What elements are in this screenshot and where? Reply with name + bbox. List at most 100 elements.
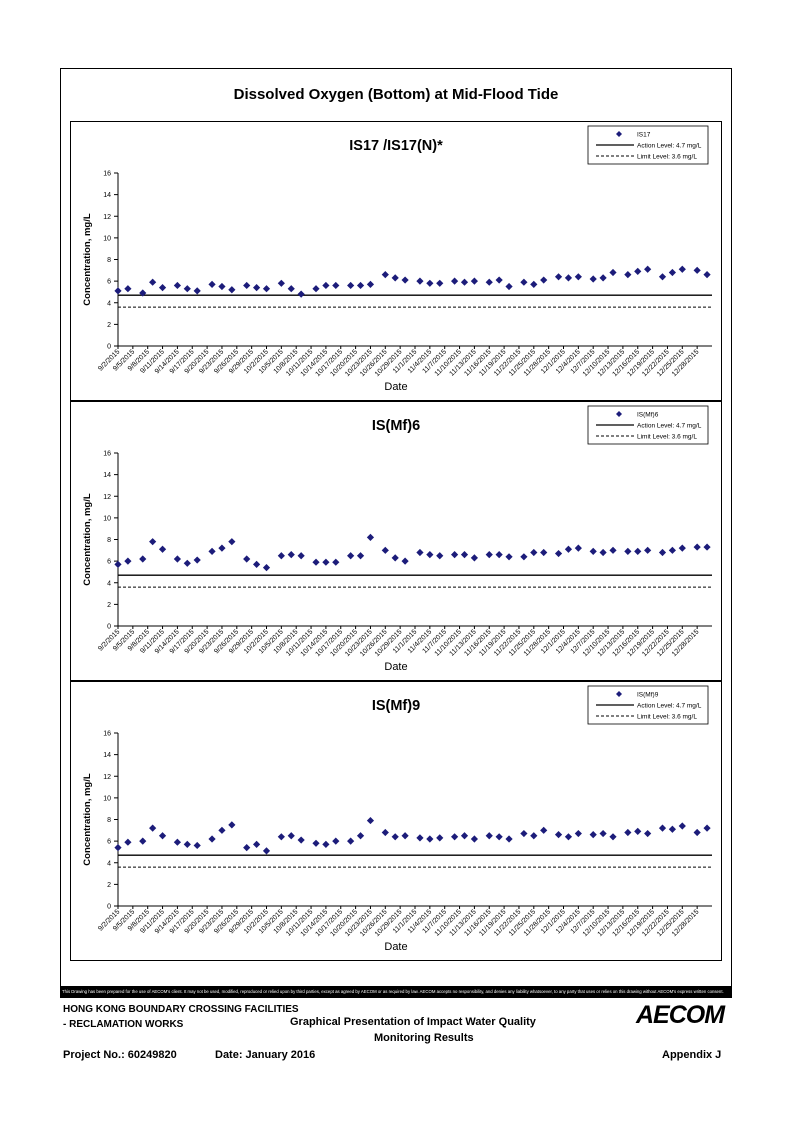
data-point <box>416 277 424 285</box>
data-point <box>485 832 493 840</box>
chart-title: IS(Mf)9 <box>372 698 420 714</box>
data-point <box>505 282 513 291</box>
data-point <box>287 285 295 293</box>
data-point <box>347 281 355 290</box>
data-point <box>312 285 320 293</box>
appendix-label: Appendix J <box>662 1049 722 1061</box>
legend-label-series: IS17 <box>637 132 651 139</box>
data-point <box>634 827 642 835</box>
data-point <box>347 837 355 845</box>
data-point <box>193 841 201 850</box>
data-point <box>287 832 295 840</box>
data-point <box>426 835 434 843</box>
data-point <box>554 273 563 281</box>
data-point <box>574 544 582 552</box>
data-point <box>644 546 652 554</box>
y-tick-label: 6 <box>107 839 111 846</box>
data-point <box>228 821 236 829</box>
data-point <box>460 278 469 286</box>
data-point <box>322 840 330 848</box>
y-tick-label: 8 <box>107 257 111 264</box>
data-point <box>381 271 389 279</box>
data-point <box>436 552 444 560</box>
data-point <box>262 847 271 855</box>
legend-label-action: Action Level: 4.7 mg/L <box>637 703 702 710</box>
data-point <box>658 273 667 281</box>
data-point <box>158 545 167 553</box>
drawing-date: Date: January 2016 <box>215 1049 316 1061</box>
y-tick-label: 14 <box>103 752 111 759</box>
data-point <box>644 265 652 273</box>
data-point <box>356 552 365 560</box>
data-point <box>624 547 632 555</box>
drawing-title-line2: Monitoring Results <box>374 1032 474 1044</box>
y-tick-label: 10 <box>103 235 111 242</box>
y-tick-label: 10 <box>103 515 111 522</box>
y-tick-label: 2 <box>107 322 111 329</box>
legend-marker <box>616 411 622 417</box>
data-point <box>158 284 167 292</box>
data-point <box>149 278 157 286</box>
chart-panel-2: IS(Mf)602468101214169/2/20159/5/20159/8/… <box>70 401 722 681</box>
data-point <box>609 833 617 841</box>
y-tick-label: 16 <box>103 731 111 738</box>
data-point <box>124 838 132 846</box>
data-point <box>520 278 528 286</box>
data-point <box>485 551 493 559</box>
data-point <box>634 267 642 275</box>
y-tick-label: 12 <box>103 774 111 781</box>
data-point <box>243 281 251 290</box>
data-point <box>624 271 632 279</box>
data-point <box>574 273 582 281</box>
data-point <box>287 551 295 559</box>
legend-marker <box>616 131 622 137</box>
data-point <box>668 546 676 554</box>
data-point <box>208 547 216 555</box>
y-tick-label: 12 <box>103 214 111 221</box>
data-point <box>495 276 503 284</box>
data-point <box>381 546 389 554</box>
legend-label-limit: Limit Level: 3.6 mg/L <box>637 154 697 161</box>
y-tick-label: 6 <box>107 559 111 566</box>
data-point <box>668 825 676 833</box>
data-point <box>401 557 409 565</box>
chart-title: IS(Mf)6 <box>372 418 420 434</box>
data-point <box>218 826 226 834</box>
y-axis-title: Concentration, mg/L <box>82 493 93 586</box>
data-point <box>589 547 597 555</box>
data-point <box>262 285 271 293</box>
chart-title: IS17 /IS17(N)* <box>349 138 443 154</box>
y-axis-title: Concentration, mg/L <box>82 773 93 866</box>
data-point <box>574 829 582 838</box>
chart-panel-1: IS17 /IS17(N)*02468101214169/2/20159/5/2… <box>70 121 722 401</box>
data-point <box>703 271 711 279</box>
data-point <box>530 832 538 840</box>
data-point <box>564 833 573 841</box>
y-tick-label: 14 <box>103 192 111 199</box>
legend-label-series: IS(Mf)9 <box>637 692 659 699</box>
x-axis-title: Date <box>384 661 407 673</box>
legend-label-action: Action Level: 4.7 mg/L <box>637 143 702 150</box>
data-point <box>470 554 478 562</box>
data-point <box>356 281 365 290</box>
y-tick-label: 6 <box>107 279 111 286</box>
data-point <box>312 558 320 566</box>
y-tick-label: 0 <box>107 624 111 631</box>
data-point <box>470 835 478 843</box>
drawing-title-line1: Graphical Presentation of Impact Water Q… <box>290 1016 536 1028</box>
y-tick-label: 4 <box>107 860 111 867</box>
y-tick-label: 2 <box>107 882 111 889</box>
data-point <box>401 832 409 840</box>
y-tick-label: 10 <box>103 795 111 802</box>
aecom-logo: AECOM <box>636 1001 725 1029</box>
data-point <box>451 277 459 285</box>
data-point <box>540 826 548 834</box>
x-axis-title: Date <box>384 941 407 953</box>
data-point <box>322 281 330 290</box>
chart-panel-3: IS(Mf)902468101214169/2/20159/5/20159/8/… <box>70 681 722 961</box>
data-point <box>124 557 132 565</box>
y-tick-label: 8 <box>107 537 111 544</box>
data-point <box>589 831 597 839</box>
data-point <box>243 844 251 852</box>
disclaimer-bar: This Drawing has been prepared for the u… <box>60 986 732 998</box>
